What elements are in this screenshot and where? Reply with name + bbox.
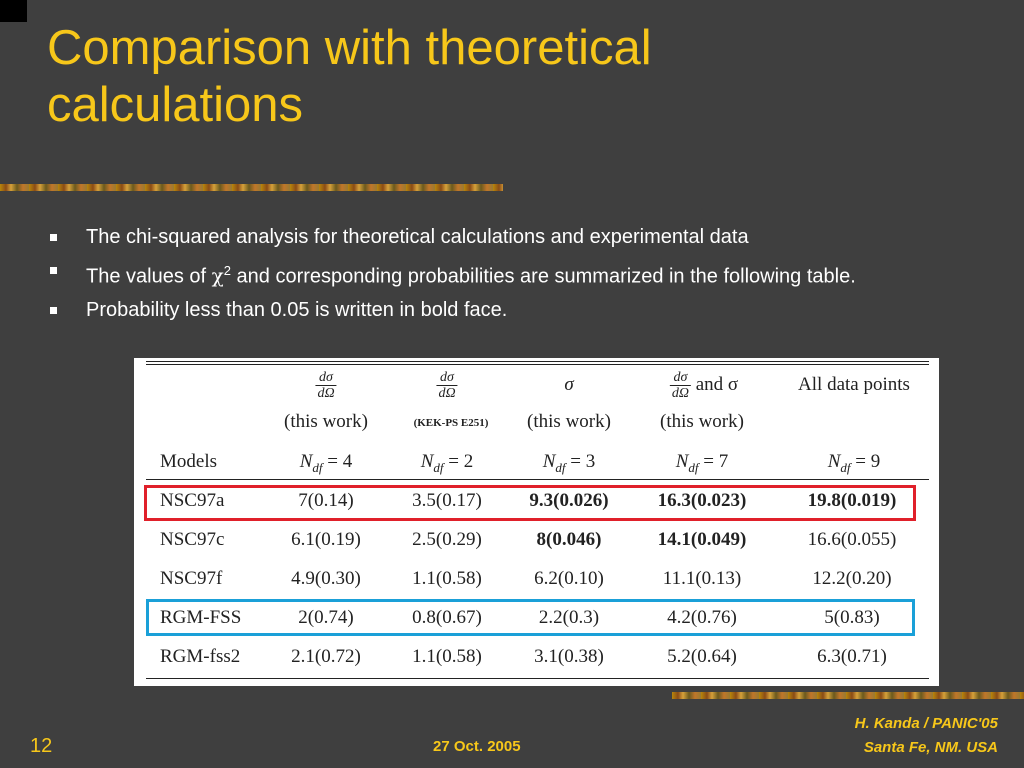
table-row-model: NSC97c [160,529,225,550]
table-cell: 16.6(0.055) [807,529,897,550]
slide-title: Comparison with theoretical calculations [47,20,947,134]
header-ndf-4: Ndf = 7 [675,451,729,475]
footer-date: 27 Oct. 2005 [433,738,521,755]
header-all-data: All data points [798,374,910,395]
and-sigma-label: and σ [695,373,739,395]
table-cell: 3.5(0.17) [412,490,482,511]
bullet-text-3: Probability less than 0.05 is written in… [86,298,508,321]
table-cell: 6.2(0.10) [534,568,604,589]
table-cell: 4.2(0.76) [667,607,737,628]
highlight-box-blue [146,599,915,636]
table-rule-bottom [146,678,929,679]
bullet-square-icon [50,306,57,314]
table-rule-header [146,479,929,480]
header-sigma: σ [564,374,574,395]
header-ndf-2: Ndf = 2 [420,451,474,475]
table-cell-bold: 14.1(0.049) [657,529,747,550]
chi-exponent: 2 [223,263,231,278]
bullet-item-1: The chi-squared analysis for theoretical… [48,224,948,251]
table-cell: 4.9(0.30) [291,568,361,589]
table-cell: 3.1(0.38) [534,646,604,667]
bullet-square-icon [50,234,57,241]
header-ndf-5: Ndf = 9 [827,451,881,475]
table-rule-top [146,361,929,362]
table-cell: 12.2(0.20) [812,568,892,589]
bullet-item-2: The values of χ2 and corresponding proba… [48,257,948,291]
header-ndf-3: Ndf = 3 [542,451,596,475]
corner-square [0,0,27,22]
table-cell-bold: 19.8(0.019) [807,490,897,511]
table-cell: 1.1(0.58) [412,568,482,589]
table-cell: 7(0.14) [298,490,354,511]
table-cell: 1.1(0.58) [412,646,482,667]
bullet-text-2-suffix: and corresponding probabilities are summ… [230,265,856,288]
bullet-square-icon [50,267,57,274]
footer-author: H. Kanda / PANIC'05 [854,715,998,732]
table-rule-top-double [146,364,929,365]
page-number: 12 [30,735,53,757]
header-cross-section-and-sigma: dσ dΩ and σ [669,370,739,401]
header-ndf-1: Ndf = 4 [299,451,353,475]
fraction-dsigma-domega: dσ dΩ [669,370,691,401]
title-line-1: Comparison with theoretical [47,21,652,75]
footer-location: Santa Fe, NM. USA [863,739,998,756]
table-cell-bold: 9.3(0.026) [529,490,609,511]
table-row-model: RGM-FSS [160,607,242,628]
decorative-bar-bottom [672,692,1024,699]
table-cell: 2.2(0.3) [538,607,600,628]
table-cell: 2.5(0.29) [412,529,482,550]
chi-symbol: χ [211,263,224,288]
table-cell: 0.8(0.67) [412,607,482,628]
title-line-2: calculations [47,78,304,132]
chi-squared-table: dσ dΩ dσ dΩ σ dσ dΩ and σ All data points (… [134,358,939,686]
highlight-box-red [144,485,916,521]
header-models: Models [160,451,217,472]
bullet-text-1: The chi-squared analysis for theoretical… [86,226,749,248]
table-cell: 11.1(0.13) [662,568,742,589]
decorative-bar-top [0,184,503,191]
table-row-model: NSC97a [160,490,225,511]
table-cell: 5(0.83) [824,607,880,628]
table-cell: 2.1(0.72) [291,646,361,667]
header-cross-section-1: dσ dΩ [315,370,337,401]
bullet-text-2-prefix: The values of [86,265,212,288]
bullet-list: The chi-squared analysis for theoretical… [48,224,948,330]
header-this-work-1: (this work) [284,411,368,432]
table-cell: 6.1(0.19) [291,529,361,550]
fraction-dsigma-domega: dσ dΩ [436,370,458,401]
header-kek: (KEK-PS E251) [413,417,489,429]
footer-credits: H. Kanda / PANIC'05 Santa Fe, NM. USA [855,712,998,760]
table-cell: 6.3(0.71) [817,646,887,667]
table-cell-bold: 16.3(0.023) [657,490,747,511]
table-row-model: NSC97f [160,568,223,589]
table-cell: 2(0.74) [298,607,354,628]
fraction-dsigma-domega: dσ dΩ [315,370,337,401]
table-cell-bold: 8(0.046) [536,529,602,550]
table-row-model: RGM-fss2 [160,646,241,667]
table-cell: 5.2(0.64) [667,646,737,667]
header-this-work-2: (this work) [527,411,611,432]
header-cross-section-2: dσ dΩ [436,370,458,401]
bullet-item-3: Probability less than 0.05 is written in… [48,297,948,324]
header-this-work-3: (this work) [660,411,744,432]
